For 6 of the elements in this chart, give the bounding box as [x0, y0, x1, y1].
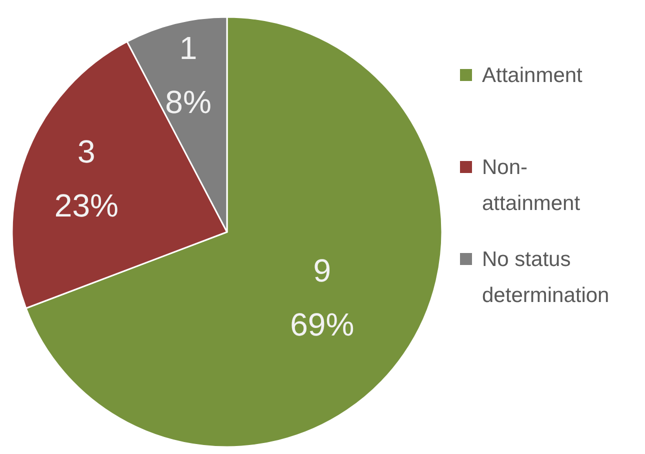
data-label: 9 69% [290, 252, 354, 343]
legend-label: No status determination [482, 248, 610, 306]
data-label: 1 8% [165, 30, 212, 120]
legend-label: Non-attainment [482, 156, 580, 214]
legend-label: Attainment [482, 64, 583, 86]
data-label: 3 23% [54, 134, 118, 224]
